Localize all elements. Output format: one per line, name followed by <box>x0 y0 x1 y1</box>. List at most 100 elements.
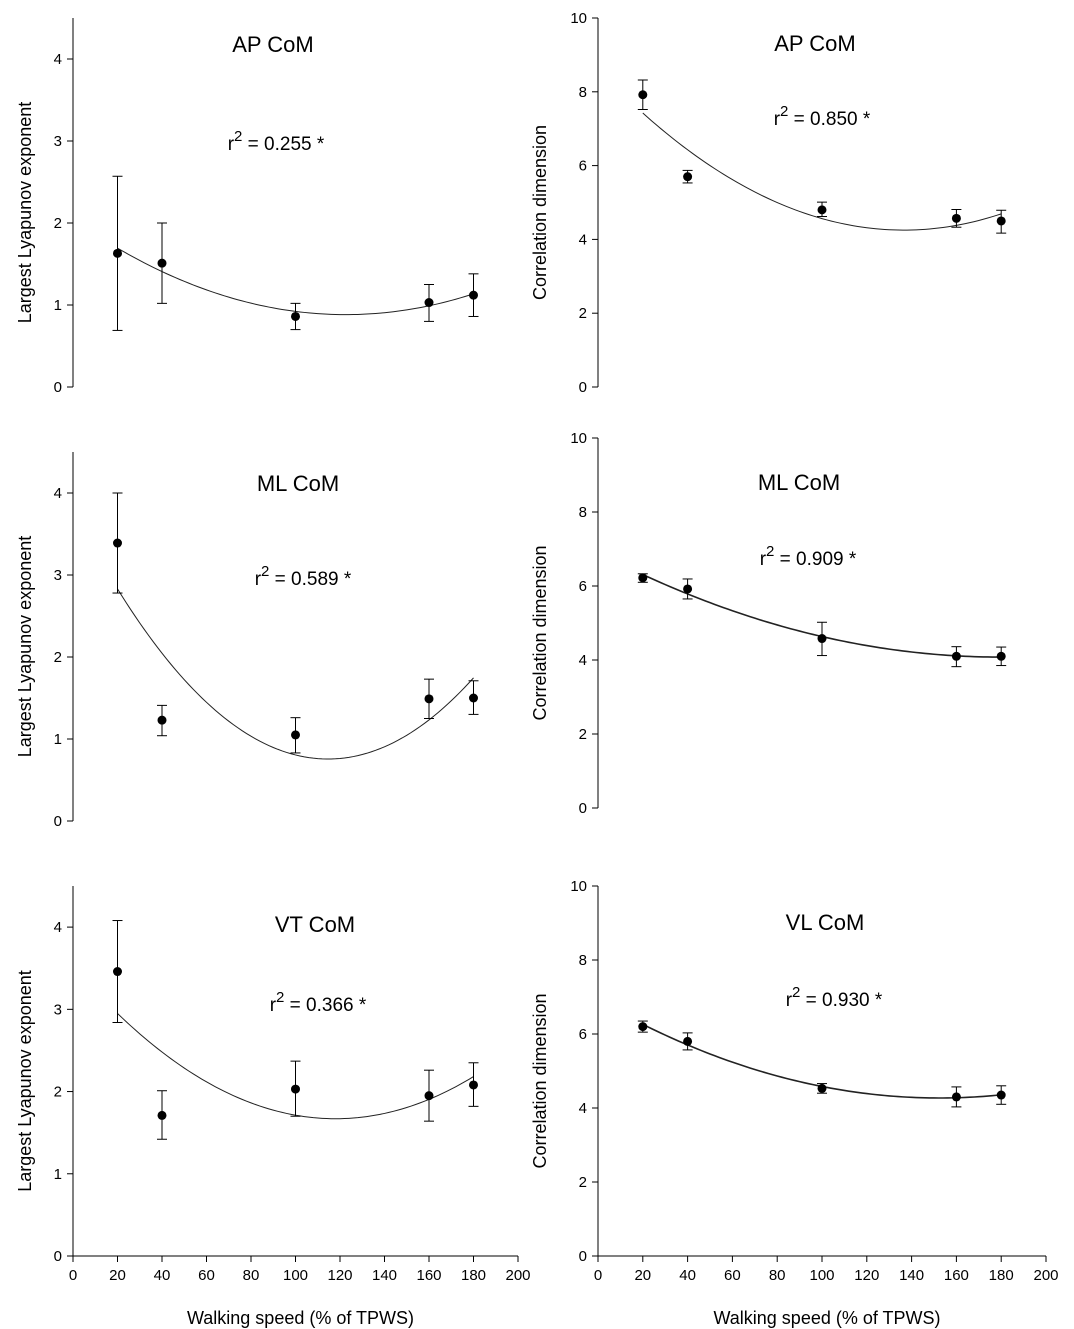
data-point <box>638 90 648 100</box>
panel-title: AP CoM <box>232 32 314 57</box>
y-tick-label: 8 <box>579 504 587 521</box>
y-tick-label: 4 <box>54 51 62 68</box>
data-point <box>424 298 434 308</box>
x-tick-label: 120 <box>327 1267 352 1284</box>
data-point <box>469 1080 478 1090</box>
y-axis-label: Correlation dimension <box>530 545 550 720</box>
y-axis-label: Correlation dimension <box>530 125 550 300</box>
r-squared-annotation: r2 = 0.366 * <box>270 989 367 1016</box>
x-tick-label: 40 <box>154 1267 171 1284</box>
x-tick-label: 140 <box>899 1267 924 1284</box>
y-tick-label: 4 <box>579 231 587 248</box>
data-point <box>157 258 167 268</box>
x-tick-label: 20 <box>634 1267 651 1284</box>
x-tick-label: 100 <box>283 1267 308 1284</box>
x-tick-label: 80 <box>769 1267 786 1284</box>
y-axis-label: Largest Lyapunov exponent <box>15 536 35 758</box>
y-axis-label: Largest Lyapunov exponent <box>15 102 35 324</box>
y-tick-label: 8 <box>579 84 587 101</box>
x-tick-label: 200 <box>505 1267 530 1284</box>
y-tick-label: 2 <box>579 305 587 322</box>
data-point <box>157 1110 167 1120</box>
data-point <box>996 651 1006 661</box>
data-point <box>817 634 827 644</box>
x-tick-label: 120 <box>854 1267 879 1284</box>
y-tick-label: 10 <box>570 430 587 447</box>
y-tick-label: 10 <box>570 10 587 27</box>
x-tick-label: 80 <box>243 1267 260 1284</box>
chart-panel-4: 0 2 4 6 8 10 Correlation dimension ML CoM r2 = 0… <box>530 430 1007 817</box>
y-tick-label: 4 <box>54 485 62 502</box>
x-tick-label: 100 <box>809 1267 834 1284</box>
y-tick-label: 3 <box>54 567 62 584</box>
x-axis-label: Walking speed (% of TPWS) <box>187 1308 414 1328</box>
data-point <box>291 1084 300 1094</box>
y-tick-label: 0 <box>579 1248 587 1265</box>
y-axis-label: Correlation dimension <box>530 993 550 1168</box>
y-tick-label: 2 <box>54 649 62 666</box>
data-point <box>113 538 122 548</box>
r-squared-annotation: r2 = 0.930 * <box>786 984 883 1011</box>
y-tick-label: 2 <box>54 215 62 232</box>
y-tick-label: 4 <box>54 919 62 936</box>
r-squared-annotation: r2 = 0.255 * <box>228 128 325 155</box>
data-point <box>951 651 961 661</box>
y-tick-label: 2 <box>579 726 587 743</box>
data-point <box>683 1036 693 1046</box>
r-squared-annotation: r2 = 0.909 * <box>760 543 857 570</box>
x-tick-label: 60 <box>724 1267 741 1284</box>
data-point <box>424 694 434 704</box>
y-tick-label: 2 <box>54 1084 62 1101</box>
y-tick-label: 6 <box>579 578 587 595</box>
x-tick-label: 180 <box>461 1267 486 1284</box>
data-point <box>424 1091 434 1101</box>
data-point <box>951 213 961 223</box>
x-tick-label: 20 <box>109 1267 126 1284</box>
panel-title: ML CoM <box>758 470 840 495</box>
panel-title: AP CoM <box>774 31 856 56</box>
data-point <box>638 573 648 583</box>
x-tick-label: 0 <box>594 1267 602 1284</box>
x-tick-label: 200 <box>1033 1267 1058 1284</box>
y-tick-label: 8 <box>579 952 587 969</box>
y-tick-label: 6 <box>579 1026 587 1043</box>
panel-title: VT CoM <box>275 912 355 937</box>
data-point <box>817 205 827 215</box>
data-point <box>817 1083 827 1093</box>
data-point <box>113 967 122 977</box>
r-squared-annotation: r2 = 0.589 * <box>255 563 352 590</box>
data-point <box>469 290 478 300</box>
x-tick-label: 180 <box>989 1267 1014 1284</box>
y-tick-label: 10 <box>570 878 587 895</box>
data-point <box>113 248 122 258</box>
data-point <box>638 1022 648 1032</box>
fit-curve <box>642 112 1002 231</box>
data-point <box>291 311 300 321</box>
data-point <box>951 1092 961 1102</box>
y-axis-label: Largest Lyapunov exponent <box>15 970 35 1192</box>
x-tick-label: 160 <box>944 1267 969 1284</box>
y-tick-label: 4 <box>579 652 587 669</box>
y-tick-label: 6 <box>579 158 587 175</box>
x-axis-label: Walking speed (% of TPWS) <box>713 1308 940 1328</box>
y-tick-label: 2 <box>579 1174 587 1191</box>
data-point <box>683 584 693 594</box>
x-tick-label: 40 <box>679 1267 696 1284</box>
x-tick-label: 60 <box>198 1267 215 1284</box>
y-tick-label: 0 <box>54 1248 62 1265</box>
panel-title: ML CoM <box>257 471 339 496</box>
panel-title: VL CoM <box>786 910 865 935</box>
data-point <box>469 693 478 703</box>
x-tick-label: 140 <box>372 1267 397 1284</box>
y-tick-label: 0 <box>54 813 62 830</box>
y-tick-label: 1 <box>54 297 62 314</box>
data-point <box>291 730 300 740</box>
r-squared-annotation: r2 = 0.850 * <box>774 103 871 130</box>
y-tick-label: 0 <box>54 379 62 396</box>
y-tick-label: 4 <box>579 1100 587 1117</box>
y-tick-label: 3 <box>54 133 62 150</box>
x-tick-label: 0 <box>69 1267 77 1284</box>
